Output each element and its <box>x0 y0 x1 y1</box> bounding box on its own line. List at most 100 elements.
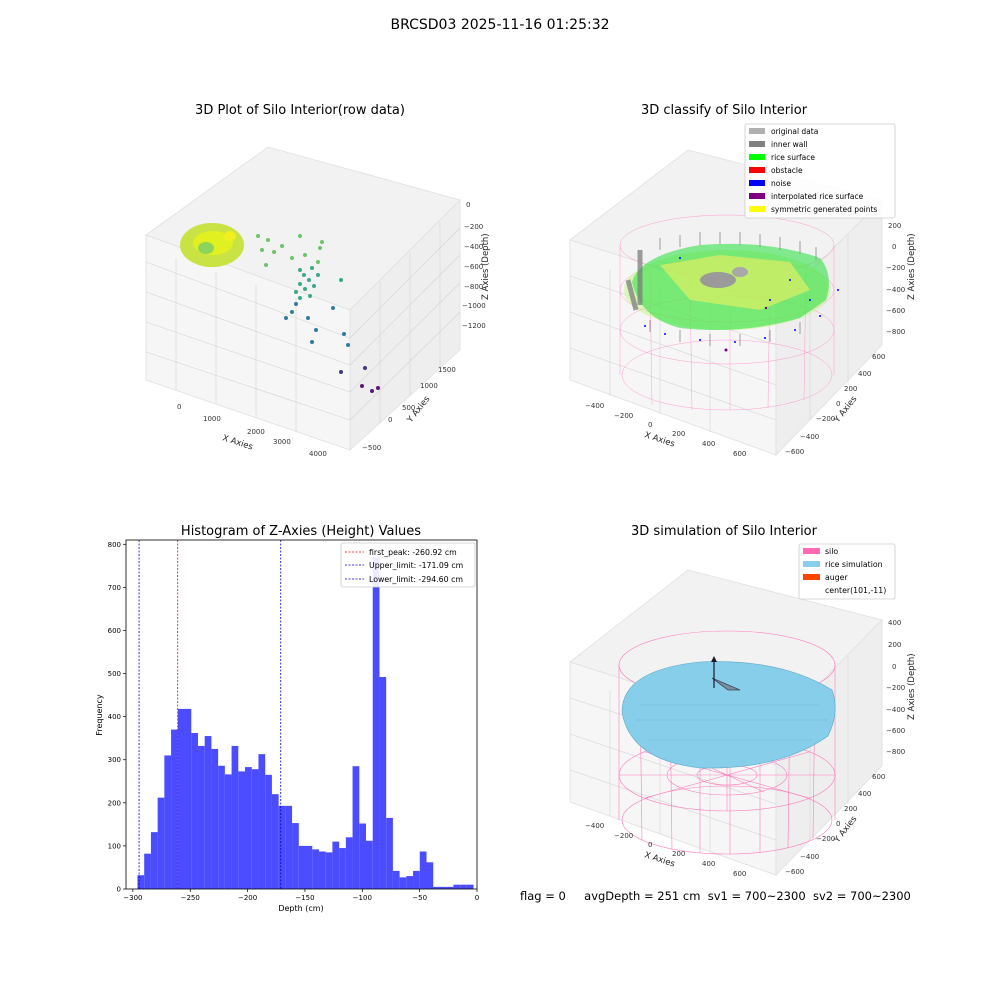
histogram-bar <box>466 884 474 889</box>
plot1-z-tick: −400 <box>464 243 483 251</box>
histogram-bar <box>218 765 225 889</box>
histogram-bar <box>177 708 185 889</box>
histogram-x-tick-label: 0 <box>475 894 479 902</box>
plot1-z-tick: −200 <box>464 223 483 231</box>
plot1-x-tick: 2000 <box>247 428 265 436</box>
histogram-y-tick-label: 500 <box>108 670 121 678</box>
plot4-z-tick: −200 <box>886 684 905 692</box>
status-flag: flag = 0 <box>520 889 566 903</box>
plot4-z-tick: 200 <box>888 641 901 649</box>
histogram-bar <box>332 841 340 889</box>
histogram-bar <box>171 729 178 889</box>
plot4-x-tick: 200 <box>672 850 685 858</box>
histogram-y-label: Frequency <box>95 694 104 736</box>
plot2-classified-points <box>625 232 839 352</box>
histogram-bar <box>285 805 293 889</box>
histogram-y-tick-label: 600 <box>108 627 121 635</box>
plot2-y-tick: −400 <box>800 433 819 441</box>
histogram-bar <box>265 774 272 889</box>
histogram-bar <box>278 805 286 889</box>
legend-swatch-noise <box>749 180 765 186</box>
histogram-bar <box>298 845 306 889</box>
status-avg-depth: avgDepth = 251 cm <box>584 889 701 903</box>
histogram-x-tick-label: −100 <box>353 894 372 902</box>
plot2-y-tick: 400 <box>858 370 871 378</box>
plot1-z-label: Z Axies (Depth) <box>481 233 491 300</box>
histogram-x-tick-label: −250 <box>181 894 200 902</box>
histogram-y-ticks: 0 100 200 300 400 500 600 700 800 <box>108 541 126 894</box>
plot1-z-tick: 0 <box>466 201 470 209</box>
histogram-y-tick-label: 800 <box>108 541 121 549</box>
legend-swatch-symmetric <box>749 206 765 212</box>
histogram-bars <box>137 557 474 889</box>
plot1-y-tick: 0 <box>388 416 392 424</box>
plot2-z-tick: −600 <box>886 307 905 315</box>
plot2-x-tick: 200 <box>672 430 685 438</box>
histogram-bar <box>406 876 414 889</box>
plot4-z-tick: −800 <box>886 748 905 756</box>
plot1-y-tick: 500 <box>402 404 415 412</box>
legend-label: symmetric generated points <box>771 205 877 214</box>
plot2-y-label: Y Axies <box>832 394 860 426</box>
histogram-bar <box>325 852 333 889</box>
histogram-bar <box>305 845 313 889</box>
plot4-y-tick: 0 <box>836 820 840 828</box>
plot2-z-label: Z Axies (Depth) <box>907 233 917 300</box>
histogram-x-tick-label: −300 <box>123 894 142 902</box>
plot4-y-tick: 200 <box>844 805 857 813</box>
plot2-3d-axes: −400 −200 0 200 400 600 −600 −400 −200 0… <box>569 123 917 458</box>
plot2-y-tick: −200 <box>816 415 835 423</box>
status-line: flag = 0 avgDepth = 251 cm sv1 = 700~230… <box>520 889 911 903</box>
plot4-x-tick: 600 <box>733 870 746 878</box>
plot4-silo-wireframe <box>618 630 836 855</box>
legend-swatch-silo <box>803 548 820 554</box>
histogram-bar <box>359 823 367 889</box>
histogram-x-ticks: −300 −250 −200 −150 −100 −50 0 <box>123 889 479 902</box>
plot2-x-tick: −200 <box>614 412 633 420</box>
plot4-legend: silo rice simulation auger center(101,-1… <box>798 543 896 600</box>
plot2-z-tick: −800 <box>886 328 905 336</box>
histogram-bar <box>271 794 279 889</box>
plot4-z-tick: 0 <box>892 663 896 671</box>
legend-label: center(101,-11) <box>825 586 886 595</box>
histogram-bar <box>312 849 319 889</box>
plot1-x-tick: 3000 <box>273 438 291 446</box>
plot2-x-tick: 600 <box>733 450 746 458</box>
histogram-bar <box>231 745 239 889</box>
legend-swatch-inner-wall <box>749 141 765 147</box>
histogram-x-label: Depth (cm) <box>278 904 323 913</box>
plot4-y-label: Y Axies <box>832 814 860 846</box>
histogram-bar <box>413 870 420 889</box>
histogram-bar <box>292 823 299 889</box>
plot1-z-tick: −600 <box>464 263 483 271</box>
histogram-bar <box>372 557 380 889</box>
plot2-z-tick: 0 <box>892 243 896 251</box>
histogram-y-tick-label: 100 <box>108 842 121 850</box>
plot4-x-tick: −400 <box>585 822 604 830</box>
histogram-bar <box>245 767 252 889</box>
plot1-z-tick: −800 <box>464 283 483 291</box>
plot1-title: 3D Plot of Silo Interior(row data) <box>195 103 405 118</box>
plot1-y-tick: −500 <box>362 444 381 452</box>
legend-swatch-obstacle <box>749 167 765 173</box>
status-sv2: sv2 = 700~2300 <box>812 889 911 903</box>
legend-label: rice surface <box>771 153 815 162</box>
plot4-x-tick: 0 <box>648 841 652 849</box>
plot2-z-tick: −400 <box>886 286 905 294</box>
histogram-bar <box>157 797 165 889</box>
histogram-bar <box>439 886 447 889</box>
histogram-bar <box>258 754 266 889</box>
plot1-3d-axes: 0 1000 2000 3000 4000 −500 0 500 1000 15… <box>145 146 491 458</box>
histogram-bar <box>446 886 454 889</box>
histogram-legend: first_peak: -260.92 cm Upper_limit: -171… <box>340 542 476 588</box>
plot4-y-tick: 600 <box>872 773 885 781</box>
plot2-y-tick: 600 <box>872 353 885 361</box>
legend-swatch-rice-surface <box>749 154 765 160</box>
histogram-bar <box>399 877 407 889</box>
plot4-y-tick: 400 <box>858 790 871 798</box>
histogram-title: Histogram of Z-Axies (Height) Values <box>180 524 422 539</box>
plot2-title: 3D classify of Silo Interior <box>640 103 808 118</box>
histogram-bar <box>379 677 387 889</box>
legend-label: auger <box>825 573 848 582</box>
plot1-x-tick: 1000 <box>203 415 221 423</box>
